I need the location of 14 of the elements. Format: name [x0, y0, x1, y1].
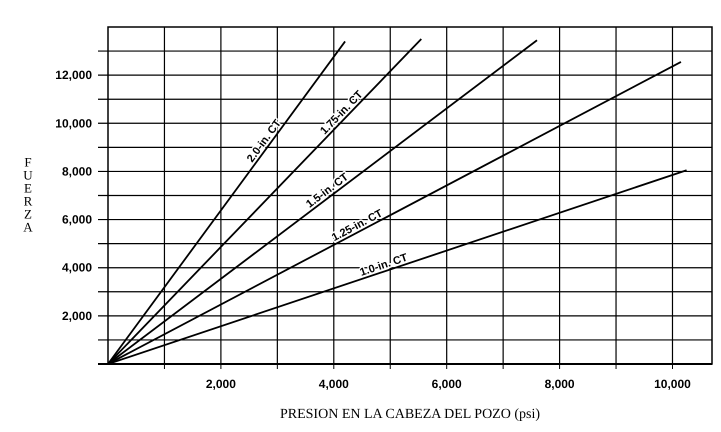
- x-axis-title: PRESION EN LA CABEZA DEL POZO (psi): [280, 407, 540, 422]
- y-tick-label: 6,000: [62, 212, 92, 227]
- y-tick-label: 10,000: [55, 116, 92, 130]
- text: 1.0-in. CT: [358, 252, 410, 279]
- y-tick-label: 12,000: [55, 68, 92, 82]
- x-tick-label: 4,000: [318, 377, 350, 391]
- x-tick-label: 8,000: [544, 377, 575, 391]
- y-tick-label: 4,000: [62, 260, 92, 275]
- x-tick-label: 6,000: [432, 377, 462, 391]
- x-tick-label: 10,000: [654, 377, 692, 391]
- y-tick-label: 8,000: [62, 164, 92, 178]
- y-tick-label: 2,000: [62, 308, 92, 323]
- x-tick-label: 2,000: [206, 377, 236, 391]
- y-axis-title: FUERZA: [23, 154, 34, 234]
